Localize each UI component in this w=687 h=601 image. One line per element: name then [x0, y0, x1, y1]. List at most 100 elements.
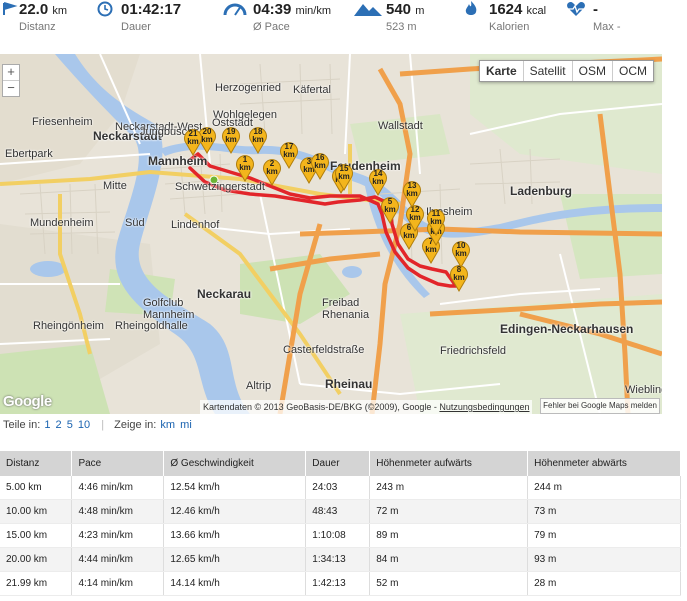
zoom-out-button[interactable]: − — [3, 80, 19, 96]
km-marker[interactable]: 13 km — [402, 180, 422, 208]
map-type-ocm[interactable]: OCM — [612, 61, 653, 81]
map-pin-icon — [406, 205, 424, 232]
header-ascent: Höhenmeter aufwärts — [369, 451, 529, 476]
place-label: Neckarstadt-West — [115, 121, 203, 133]
unit-km[interactable]: km — [160, 419, 176, 431]
table-cell: 1:34:13 — [305, 547, 371, 572]
map-type-karte[interactable]: Karte — [485, 64, 517, 78]
km-marker-number: 7 — [428, 237, 434, 246]
km-marker-number: 3 — [306, 157, 312, 166]
show-in-label: Zeige in: — [114, 419, 157, 431]
map-type-osm[interactable]: OSM — [571, 61, 612, 81]
map-pin-icon — [381, 197, 399, 224]
km-marker[interactable]: 21 km — [183, 128, 203, 156]
km-marker[interactable]: 15 km — [334, 163, 354, 191]
km-marker-number: 2 — [269, 159, 275, 168]
km-marker[interactable]: 8 km — [449, 264, 469, 292]
km-marker-number: 11 — [431, 209, 441, 218]
place-label: Friedrichsfeld — [440, 345, 507, 357]
table-cell: 4:44 min/km — [71, 547, 165, 572]
place-label: Oststadt — [212, 117, 253, 129]
place-label: Ladenburg — [510, 184, 572, 198]
terms-link[interactable]: Nutzungsbedingungen — [439, 402, 530, 412]
heart-rate-icon — [567, 1, 585, 17]
mountain-icon — [354, 4, 382, 16]
place-label: Rheingoldhalle — [115, 320, 188, 332]
place-label: Rheingönheim — [33, 320, 104, 332]
stat-value: 22.0 — [19, 1, 49, 18]
split-option-1[interactable]: 1 — [44, 419, 51, 431]
place-label: Mitte — [103, 180, 127, 192]
split-label: Teile in: — [3, 419, 41, 431]
km-marker[interactable]: 1 km — [235, 154, 255, 182]
place-label: Rheinau — [325, 377, 373, 391]
table-cell: 4:23 min/km — [71, 523, 165, 548]
stat-unit: kcal — [526, 5, 547, 17]
km-marker[interactable]: 14 km — [368, 168, 388, 196]
km-marker-number: 6 — [406, 223, 412, 232]
stat-label: Ø Pace — [253, 21, 290, 33]
map-pin-icon — [427, 209, 445, 236]
map-pin-icon — [452, 241, 470, 268]
map-type-selector: Karte Satellit OSM OCM — [478, 60, 654, 82]
stat-unit: m — [415, 5, 425, 17]
table-cell: 12.65 km/h — [163, 547, 307, 572]
stats-bar: 22.0 km Distanz 01:42:17 Dauer 04:39 min… — [0, 0, 687, 54]
km-marker[interactable]: 18 km — [248, 126, 268, 154]
stat-value: - — [593, 1, 598, 18]
map-pin-icon — [236, 155, 254, 182]
unit-mi[interactable]: mi — [180, 419, 192, 431]
table-cell: 73 m — [527, 499, 681, 524]
km-marker[interactable]: 16 km — [310, 152, 330, 180]
split-controls: Teile in: 1 2 5 10 | Zeige in: km mi — [3, 419, 193, 431]
place-label: Rhenania — [322, 309, 370, 321]
map-pin-icon — [280, 142, 298, 169]
split-option-2[interactable]: 2 — [55, 419, 62, 431]
stat-unit: km — [52, 5, 68, 17]
table-cell: 24:03 — [305, 476, 371, 500]
km-marker[interactable]: 19 km — [221, 126, 241, 154]
table-cell: 12.46 km/h — [163, 499, 307, 524]
map-canvas[interactable] — [0, 54, 662, 414]
split-option-10[interactable]: 10 — [77, 419, 91, 431]
table-row: 20.00 km 4:44 min/km 12.65 km/h 1:34:13 84 m… — [0, 547, 681, 572]
table-row: 21.99 km 4:14 min/km 14.14 km/h 1:42:13 52 m… — [0, 571, 681, 596]
stat-label: Dauer — [121, 21, 151, 33]
distance-icon — [3, 2, 18, 15]
report-error-link[interactable]: Fehler bei Google Maps melden — [540, 398, 660, 414]
map-type-satellit[interactable]: Satellit — [522, 61, 572, 81]
stat-value: 04:39 — [253, 1, 292, 18]
place-label: Friesenheim — [32, 116, 93, 128]
place-label: Mannheim — [148, 154, 208, 168]
route-map[interactable]: Neckarstadt Käfertal Wohlgelegen Herzogenri… — [0, 54, 662, 414]
table-cell: 244 m — [527, 476, 681, 500]
km-marker[interactable]: 6 km — [399, 222, 419, 250]
km-marker-number: 18 — [253, 127, 263, 136]
table-cell: 72 m — [369, 499, 529, 524]
zoom-in-button[interactable]: + — [7, 64, 15, 79]
km-marker-number: 21 — [188, 129, 198, 138]
km-marker[interactable]: 2 km — [262, 158, 282, 186]
google-logo[interactable]: Google — [3, 393, 52, 410]
km-marker-number: 16 — [315, 153, 325, 162]
km-marker[interactable]: 11 km — [426, 208, 446, 236]
table-cell: 89 m — [369, 523, 529, 548]
km-marker[interactable]: 12 km — [405, 204, 425, 232]
map-pin-icon — [249, 127, 267, 154]
km-marker-number: 15 — [339, 164, 349, 173]
table-cell: 1:10:08 — [305, 523, 371, 548]
place-label: Freibad — [322, 297, 360, 309]
km-marker[interactable]: 10 km — [451, 240, 471, 268]
stat-label: Kalorien — [489, 21, 530, 33]
place-label: Herzogenried — [215, 82, 282, 94]
place-label: Schwetzingerstadt — [175, 181, 265, 193]
km-marker-number: 20 — [202, 127, 212, 136]
km-marker[interactable]: 17 km — [279, 141, 299, 169]
attribution-text: Kartendaten © 2013 GeoBasis-DE/BKG (©200… — [203, 402, 437, 412]
table-cell: 13.66 km/h — [163, 523, 307, 548]
zoom-control: + − — [2, 64, 20, 97]
table-cell: 4:46 min/km — [71, 476, 165, 500]
map-pin-icon — [450, 265, 468, 292]
split-option-5[interactable]: 5 — [66, 419, 73, 431]
km-marker[interactable]: 5 km — [380, 196, 400, 224]
